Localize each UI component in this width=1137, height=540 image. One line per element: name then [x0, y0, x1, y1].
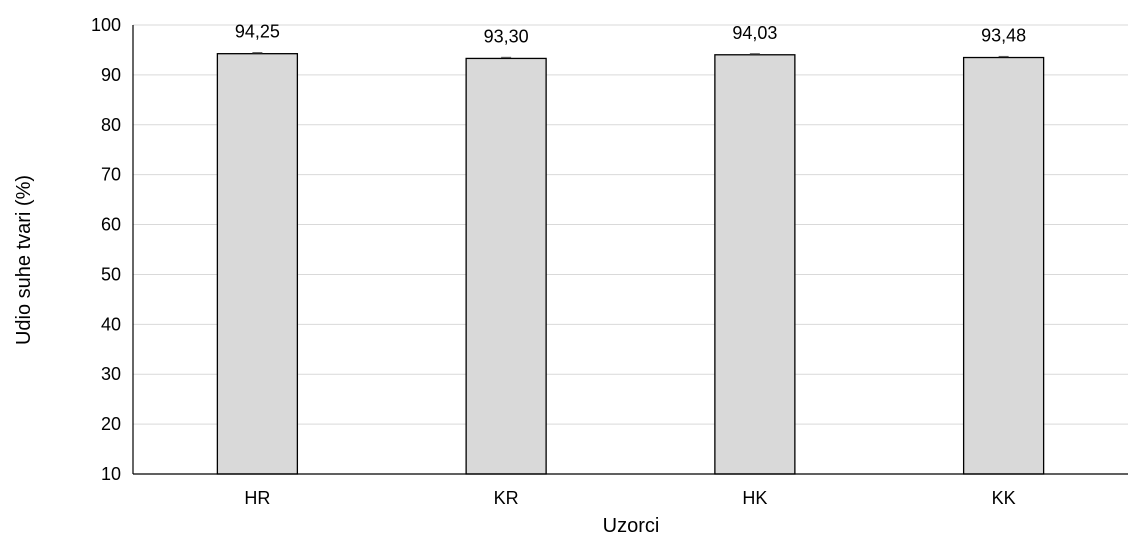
bars: [216, 52, 1045, 475]
y-axis-title: Udio suhe tvari (%): [13, 175, 35, 345]
y-tick-label: 10: [101, 464, 121, 484]
y-tick-label: 90: [101, 65, 121, 85]
data-label: 93,48: [981, 26, 1026, 46]
y-tick-label: 20: [101, 414, 121, 434]
y-tick-label: 100: [91, 15, 121, 35]
data-label: 93,30: [484, 26, 529, 46]
y-tick-label: 70: [101, 165, 121, 185]
gridlines: [133, 24, 1128, 425]
y-tick-label: 40: [101, 314, 121, 334]
x-tick-label: KK: [992, 488, 1016, 508]
x-tick-label: KR: [494, 488, 519, 508]
y-tick-label: 80: [101, 115, 121, 135]
axes: [132, 25, 1128, 475]
data-label: 94,03: [732, 23, 777, 43]
y-tick-label: 50: [101, 264, 121, 284]
x-tick-label: HK: [742, 488, 767, 508]
y-tick-label: 30: [101, 364, 121, 384]
labels: 10 20 30 40 50 60 70 80 90 100 94,25 HR 93,30 KR 94,03…: [91, 15, 1026, 508]
y-tick-label: 60: [101, 215, 121, 235]
data-label: 94,25: [235, 22, 280, 42]
bar-hk: [714, 54, 796, 475]
x-tick-label: HR: [244, 488, 270, 508]
bar-kr: [465, 57, 547, 475]
bar-hr: [216, 53, 299, 475]
bar-kk: [962, 56, 1045, 475]
x-axis-title: Uzorci: [603, 515, 660, 537]
